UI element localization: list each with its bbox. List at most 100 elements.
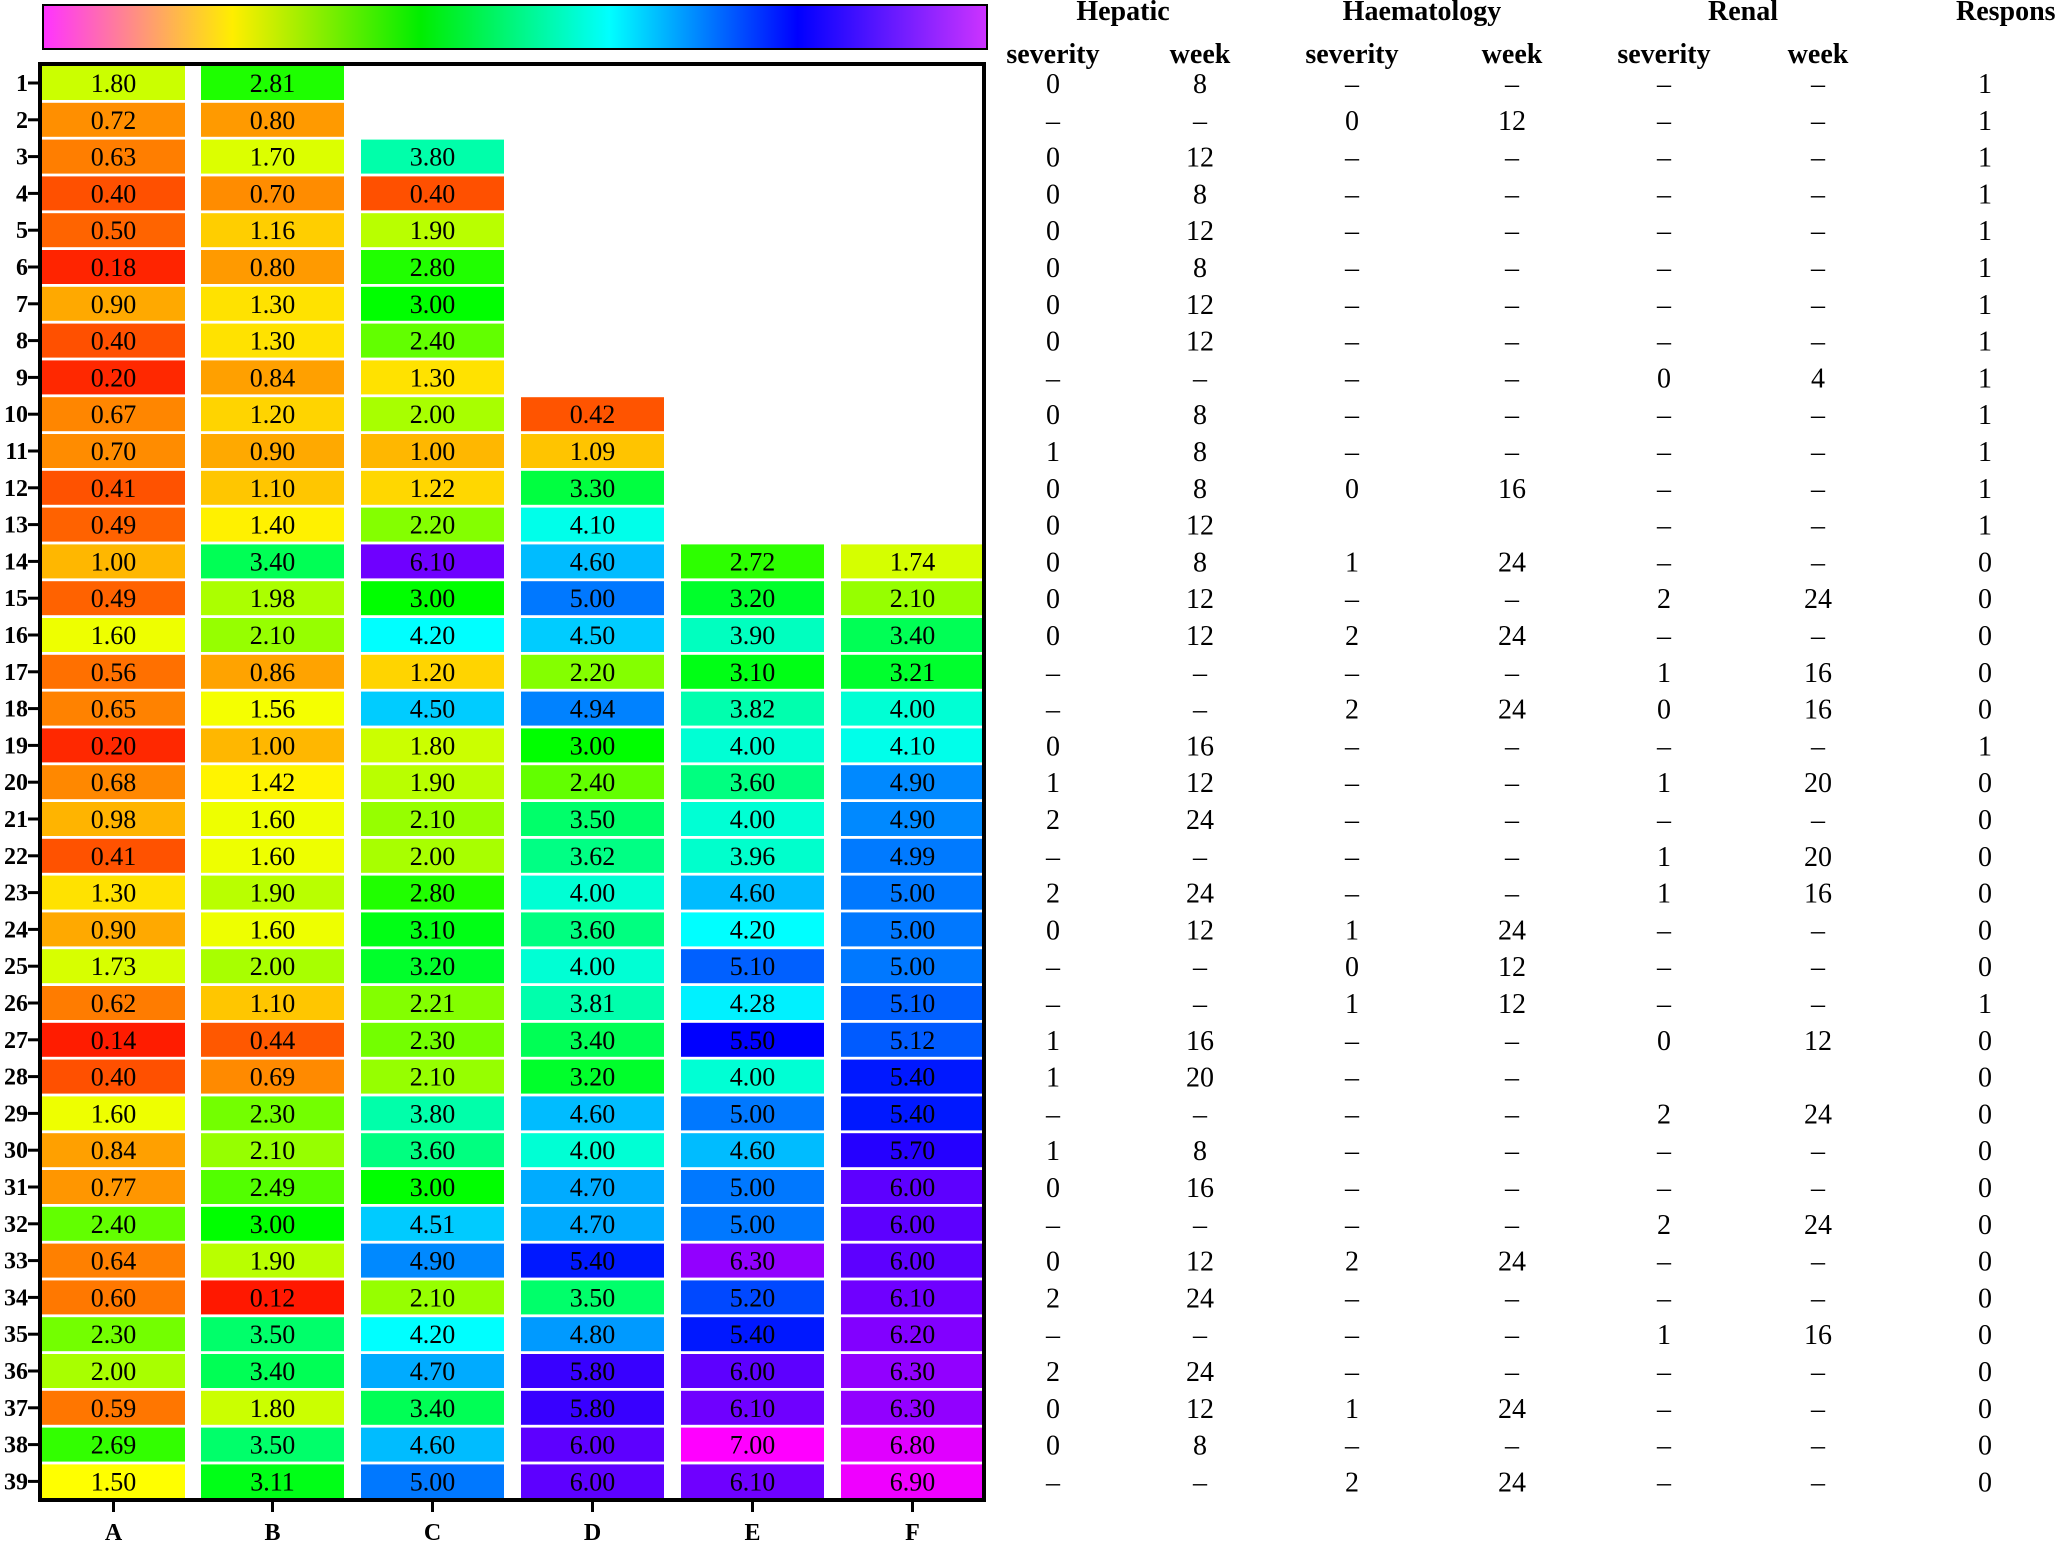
table-cell: 12	[1186, 143, 1214, 174]
row-tick-label: 17	[4, 660, 28, 686]
table-cell: –	[1344, 1283, 1360, 1314]
table-cell: 2	[1046, 1283, 1060, 1314]
table-cell: 0	[1978, 1063, 1992, 1094]
cell-value-label: 0.98	[91, 805, 137, 834]
cell-value-label: 3.90	[730, 621, 776, 650]
cell-value-label: 6.10	[730, 1467, 776, 1496]
table-cell: 24	[1804, 1210, 1832, 1241]
row-tick-label: 24	[4, 917, 28, 943]
cell-value-label: 2.81	[250, 69, 296, 98]
heat-cell	[201, 470, 344, 505]
table-cell: –	[1810, 143, 1826, 174]
table-group-header: Renal	[1708, 0, 1778, 27]
table-cell: 1	[1978, 511, 1992, 542]
heat-cell	[42, 139, 185, 174]
cell-value-label: 4.99	[890, 842, 936, 871]
cell-value-label: 1.09	[570, 437, 616, 466]
table-cell: –	[1504, 658, 1520, 689]
cell-value-label: 1.16	[250, 216, 296, 245]
cell-value-label: 2.10	[250, 1136, 296, 1165]
row-tick-label: 22	[4, 844, 28, 870]
heat-cell	[361, 1059, 504, 1094]
table-cell: 24	[1498, 547, 1526, 578]
table-cell: –	[1656, 989, 1672, 1020]
table-cell: –	[1504, 1026, 1520, 1057]
table-cell: 16	[1186, 731, 1214, 762]
row-tick-label: 39	[4, 1469, 28, 1495]
heat-cell	[42, 912, 185, 947]
cell-value-label: 0.20	[91, 363, 137, 392]
cell-value-label: 0.18	[91, 253, 137, 282]
cell-value-label: 1.80	[91, 69, 137, 98]
row-tick-label: 4	[16, 181, 28, 207]
heat-cell	[201, 986, 344, 1020]
heat-cell	[841, 802, 984, 836]
table-cell: –	[1656, 1136, 1672, 1167]
heat-cell	[521, 1317, 664, 1352]
cell-value-label: 0.69	[250, 1063, 296, 1092]
heat-cell	[201, 176, 344, 211]
table-cell: 12	[1186, 1247, 1214, 1278]
cell-value-label: 6.00	[570, 1467, 616, 1496]
heat-cell	[841, 875, 984, 910]
cell-value-label: 3.80	[410, 1099, 456, 1128]
cell-value-label: 0.77	[91, 1173, 137, 1202]
table-cell: –	[1192, 106, 1208, 137]
row-tick-label: 25	[4, 954, 28, 980]
table-cell: 0	[1978, 1099, 1992, 1130]
column-tick-label: B	[264, 1520, 280, 1546]
cell-value-label: 6.30	[890, 1357, 936, 1386]
table-cell: –	[1810, 290, 1826, 321]
table-cell: –	[1504, 731, 1520, 762]
heat-cell	[521, 875, 664, 910]
table-cell: –	[1344, 1063, 1360, 1094]
heat-cell	[841, 765, 984, 800]
cell-value-label: 4.00	[890, 695, 936, 724]
heat-cell	[42, 360, 185, 395]
heat-cell	[201, 1464, 344, 1499]
heat-cell	[521, 1427, 664, 1462]
cell-value-label: 4.50	[570, 621, 616, 650]
table-cell: –	[1810, 1247, 1826, 1278]
table-cell: –	[1045, 989, 1061, 1020]
heat-cell	[201, 618, 344, 652]
cell-value-label: 5.70	[890, 1136, 936, 1165]
heat-cell	[201, 838, 344, 873]
row-tick-label: 14	[4, 549, 28, 575]
heat-cell	[681, 654, 824, 689]
table-cell: –	[1810, 1357, 1826, 1388]
heat-cell	[841, 1170, 984, 1204]
table-cell: 1	[1046, 1026, 1060, 1057]
cell-value-label: 4.90	[890, 805, 936, 834]
table-cell: 24	[1804, 584, 1832, 615]
heat-cell	[681, 875, 824, 910]
heat-cell	[681, 1243, 824, 1278]
cell-value-label: 1.00	[250, 731, 296, 760]
table-cell: 12	[1186, 584, 1214, 615]
table-cell: 2	[1046, 805, 1060, 836]
table-cell: –	[1192, 695, 1208, 726]
heat-cell	[361, 397, 504, 432]
cell-value-label: 0.42	[570, 400, 616, 429]
heat-cell	[361, 875, 504, 910]
row-tick-label: 18	[4, 697, 28, 723]
heat-cell	[521, 434, 664, 468]
table-cell: 8	[1193, 69, 1207, 100]
heat-cell	[841, 581, 984, 616]
row-tick-label: 3	[16, 145, 28, 171]
table-cell: 1	[1978, 106, 1992, 137]
table-cell: –	[1504, 1320, 1520, 1351]
cell-value-label: 0.50	[91, 216, 137, 245]
cell-value-label: 5.40	[730, 1320, 776, 1349]
cell-value-label: 2.00	[91, 1357, 137, 1386]
cell-value-label: 0.40	[410, 179, 456, 208]
row-tick-label: 7	[16, 292, 28, 318]
heat-cell	[42, 728, 185, 763]
table-cell: –	[1656, 731, 1672, 762]
heat-cell	[681, 1280, 824, 1315]
cell-value-label: 5.12	[890, 1026, 936, 1055]
table-cell: 0	[1345, 106, 1359, 137]
heat-cell	[201, 581, 344, 616]
heat-cell	[42, 507, 185, 542]
